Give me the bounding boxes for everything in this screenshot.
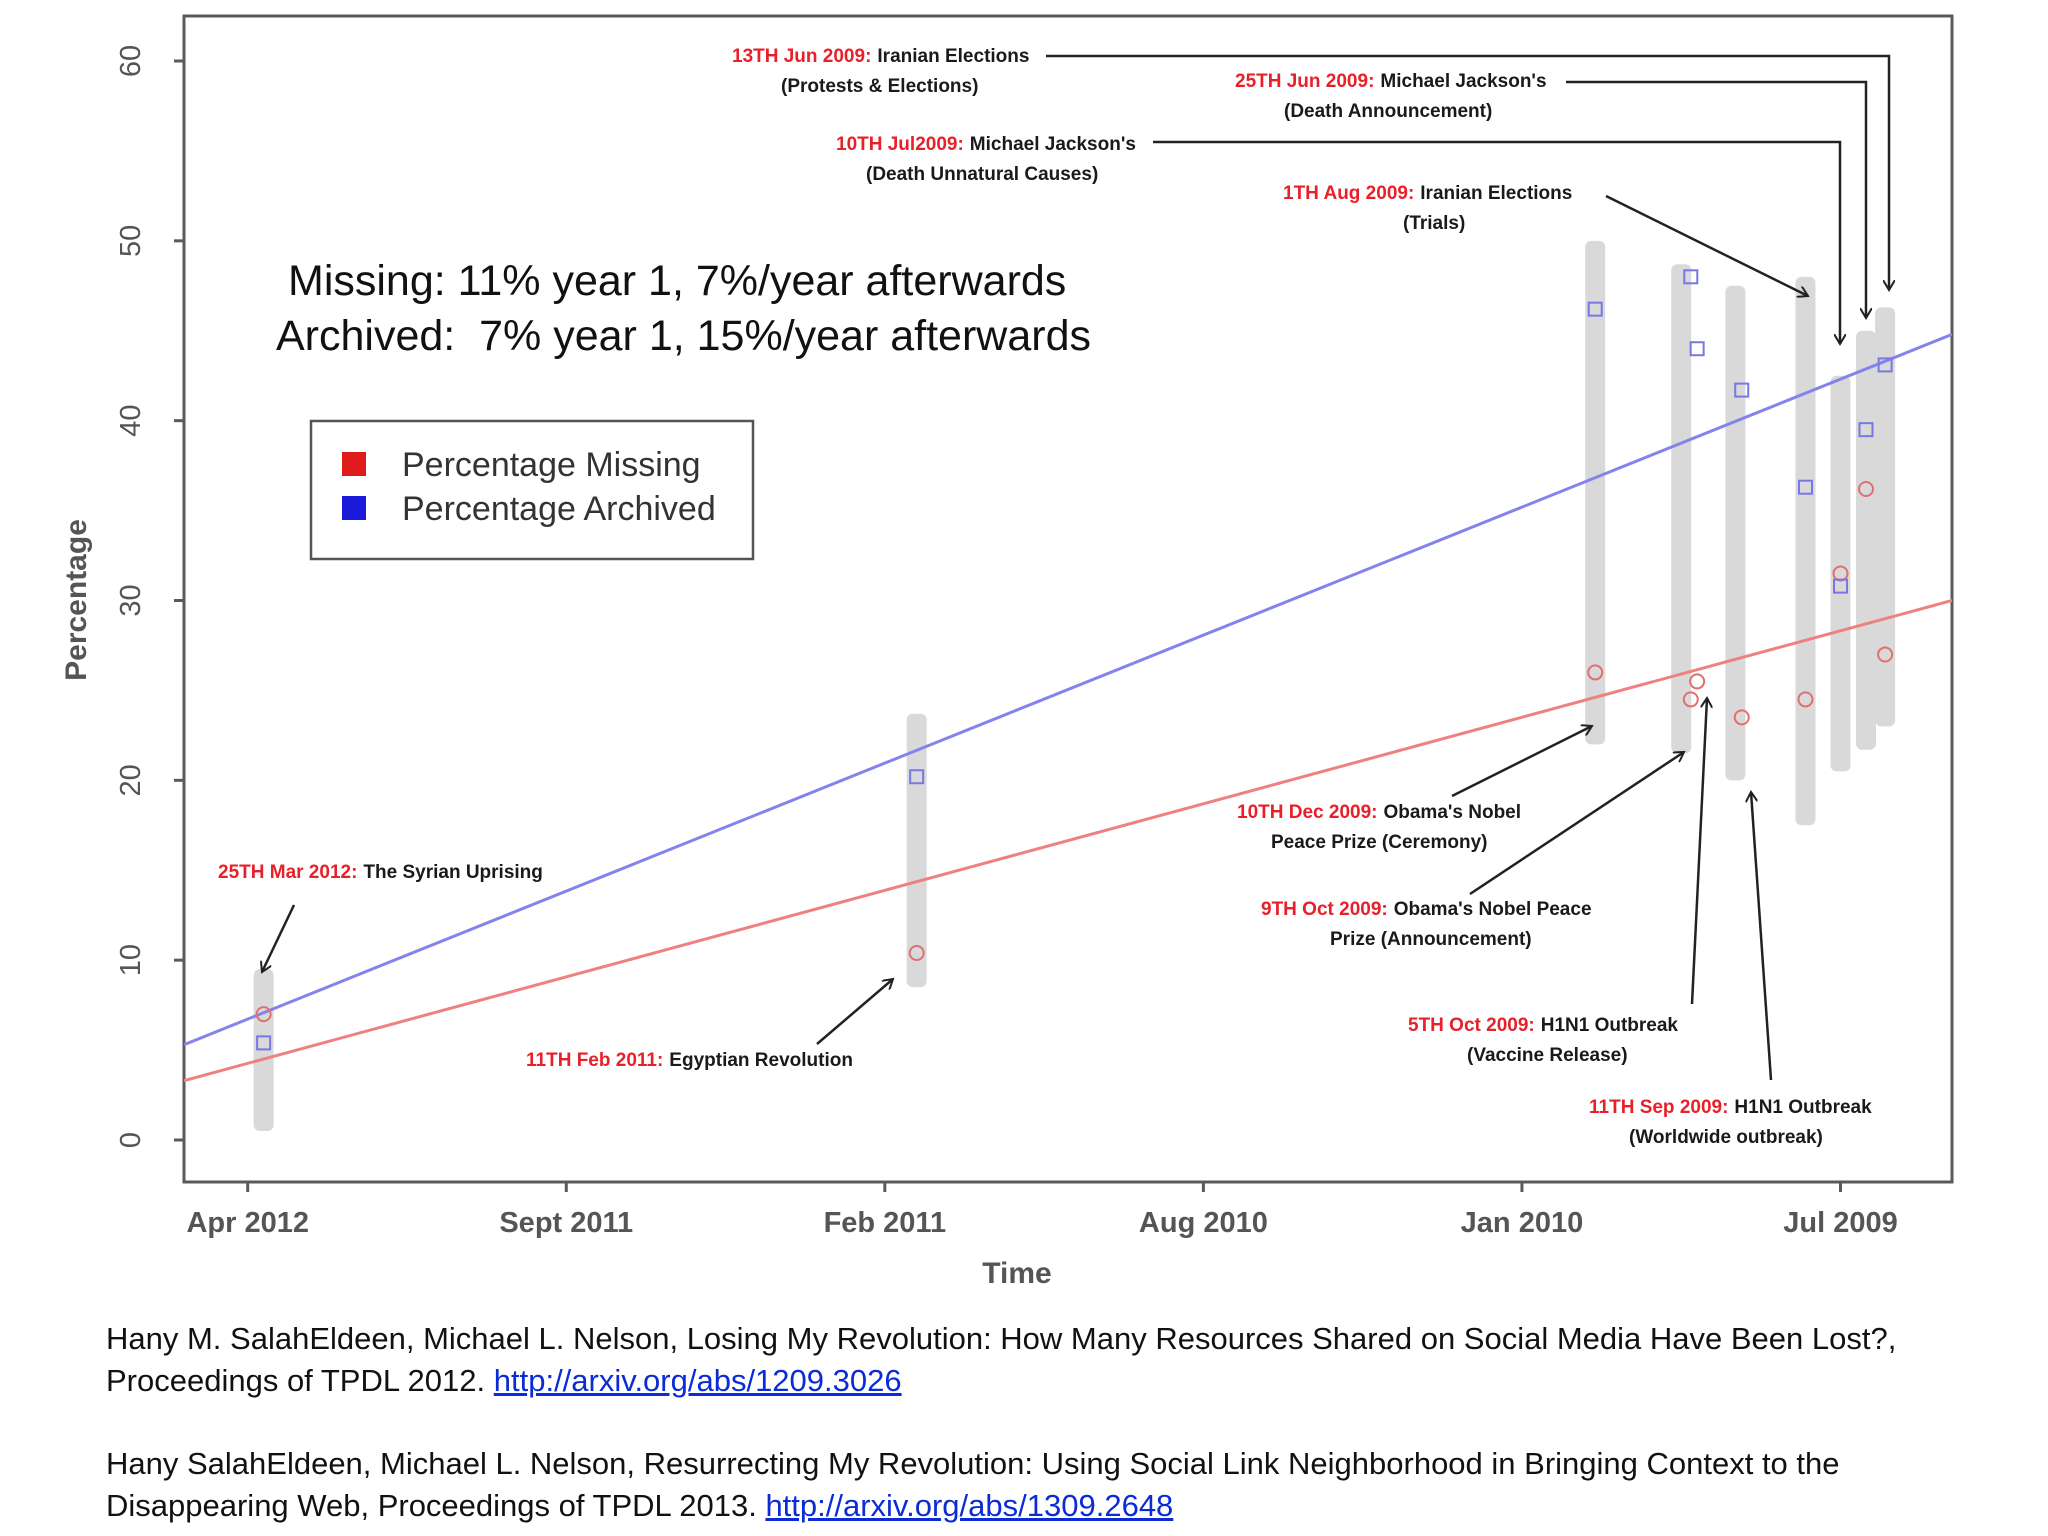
annotation-nobel-ceremony: 10TH Dec 2009: Obama's Nobel <box>1237 802 1521 823</box>
range-bar-2 <box>1585 240 1606 745</box>
arrow-h1n1-worldwide <box>1751 792 1773 1081</box>
point-archived-3 <box>1683 269 1699 285</box>
point-missing-2 <box>1587 664 1604 681</box>
x-axis: Apr 2012 Sept 2011 Feb 2011 Aug 2010 Jan 201… <box>186 1182 1898 1239</box>
reference-1-text: Hany M. SalahEldeen, Michael L. Nelson, … <box>106 1321 1897 1398</box>
point-missing-0 <box>255 1006 272 1023</box>
arrow-mj-death <box>1566 80 1866 318</box>
point-archived-5 <box>1734 382 1750 398</box>
arrow-iran-trials <box>1605 194 1808 296</box>
event-annotations: 13TH Jun 2009: Iranian Elections (Protest… <box>218 46 1872 1148</box>
point-missing-1 <box>908 944 925 961</box>
arrow-egypt <box>816 979 893 1045</box>
annotation-h1n1-worldwide: 11TH Sep 2009: H1N1 Outbreak <box>1589 1097 1872 1118</box>
range-bar-8 <box>1875 307 1896 727</box>
point-missing-9 <box>1877 646 1894 663</box>
range-bar-5 <box>1795 276 1816 826</box>
x-tick-label-3: Aug 2010 <box>1139 1207 1268 1239</box>
annotation-iran-trials: 1TH Aug 2009: Iranian Elections <box>1283 183 1572 204</box>
y-axis: 0 10 20 30 40 50 60 <box>115 45 184 1148</box>
annotation-mj-unnatural-sub: (Death Unnatural Causes) <box>866 164 1098 185</box>
range-bar-4 <box>1725 285 1746 781</box>
x-axis-title: Time <box>982 1257 1051 1290</box>
annotation-nobel-announcement-sub: Prize (Announcement) <box>1330 929 1532 950</box>
annotation-h1n1-vaccine-sub: (Vaccine Release) <box>1467 1045 1628 1066</box>
arrow-mj-unnatural <box>1153 140 1840 344</box>
annotation-syria: 25TH Mar 2012: The Syrian Uprising <box>218 862 543 883</box>
y-tick-label-2: 20 <box>115 764 147 796</box>
legend-label-missing: Percentage Missing <box>402 446 701 484</box>
trend-lines <box>184 332 1952 1083</box>
annotation-mj-death: 25TH Jun 2009: Michael Jackson's <box>1235 71 1547 92</box>
trend-line-archived <box>184 332 1952 1047</box>
annotation-egypt: 11TH Feb 2011: Egyptian Revolution <box>526 1050 853 1071</box>
legend-box <box>309 419 755 561</box>
annotation-mj-unnatural: 10TH Jul2009: Michael Jackson's <box>836 134 1136 155</box>
reference-1: Hany M. SalahEldeen, Michael L. Nelson, … <box>106 1318 2026 1402</box>
legend-label-archived: Percentage Archived <box>402 490 716 528</box>
point-missing-8 <box>1857 481 1874 498</box>
annotation-iran-protests-sub: (Protests & Elections) <box>781 76 978 97</box>
annotation-iran-protests: 13TH Jun 2009: Iranian Elections <box>732 46 1029 67</box>
annotation-nobel-ceremony-sub: Peace Prize (Ceremony) <box>1271 832 1488 853</box>
summary-archived: Archived: 7% year 1, 15%/year afterwards <box>276 312 1091 360</box>
trend-line-missing <box>184 599 1952 1083</box>
point-missing-5 <box>1733 709 1750 726</box>
arrow-syria <box>262 904 296 972</box>
reference-2-text: Hany SalahEldeen, Michael L. Nelson, Res… <box>106 1446 1840 1523</box>
summary-missing: Missing: 11% year 1, 7%/year afterwards <box>288 257 1066 305</box>
point-archived-7 <box>1833 578 1849 594</box>
y-tick-label-6: 60 <box>115 45 147 77</box>
legend: Percentage Missing Percentage Archived <box>309 419 755 561</box>
data-points <box>255 269 1894 1051</box>
annotation-iran-trials-sub: (Trials) <box>1403 213 1465 234</box>
x-tick-label-1: Sept 2011 <box>499 1207 633 1239</box>
y-tick-label-4: 40 <box>115 405 147 437</box>
y-tick-label-5: 50 <box>115 225 147 257</box>
arrow-nobel-announcement <box>1469 752 1684 896</box>
arrow-iran-protests <box>1046 54 1889 290</box>
y-axis-title: Percentage <box>60 519 93 681</box>
range-bar-7 <box>1855 330 1876 750</box>
chart: Apr 2012 Sept 2011 Feb 2011 Aug 2010 Jan 201… <box>60 14 1954 1290</box>
annotation-h1n1-vaccine: 5TH Oct 2009: H1N1 Outbreak <box>1408 1015 1678 1036</box>
legend-swatch-missing <box>342 452 366 476</box>
point-archived-2 <box>1587 301 1603 317</box>
range-bar-1 <box>906 713 927 988</box>
x-tick-label-5: Jul 2009 <box>1783 1207 1897 1239</box>
reference-2-link[interactable]: http://arxiv.org/abs/1309.2648 <box>765 1488 1174 1523</box>
reference-2: Hany SalahEldeen, Michael L. Nelson, Res… <box>106 1443 2026 1527</box>
annotation-arrows <box>262 54 1889 1081</box>
point-missing-3 <box>1682 691 1699 708</box>
point-archived-6 <box>1797 479 1813 495</box>
range-bar-3 <box>1671 264 1692 754</box>
y-tick-label-3: 30 <box>115 584 147 616</box>
arrow-nobel-ceremony <box>1451 726 1592 798</box>
x-tick-label-4: Jan 2010 <box>1461 1207 1584 1239</box>
annotation-h1n1-worldwide-sub: (Worldwide outbreak) <box>1629 1127 1823 1148</box>
x-tick-label-2: Feb 2011 <box>824 1207 947 1239</box>
reference-1-link[interactable]: http://arxiv.org/abs/1209.3026 <box>493 1363 902 1398</box>
y-tick-label-1: 10 <box>115 944 147 976</box>
legend-swatch-archived <box>342 496 366 520</box>
y-tick-label-0: 0 <box>115 1132 147 1148</box>
range-bar-6 <box>1830 375 1851 772</box>
point-missing-6 <box>1797 691 1814 708</box>
arrow-h1n1-vaccine <box>1690 698 1707 1005</box>
point-archived-4 <box>1689 341 1705 357</box>
point-archived-1 <box>909 769 925 785</box>
annotation-nobel-announcement: 9TH Oct 2009: Obama's Nobel Peace <box>1261 899 1592 920</box>
point-missing-4 <box>1689 673 1706 690</box>
point-archived-9 <box>1877 357 1893 373</box>
point-archived-0 <box>256 1035 272 1051</box>
x-tick-label-0: Apr 2012 <box>186 1207 309 1239</box>
annotation-mj-death-sub: (Death Announcement) <box>1284 101 1492 122</box>
point-archived-8 <box>1858 422 1874 438</box>
